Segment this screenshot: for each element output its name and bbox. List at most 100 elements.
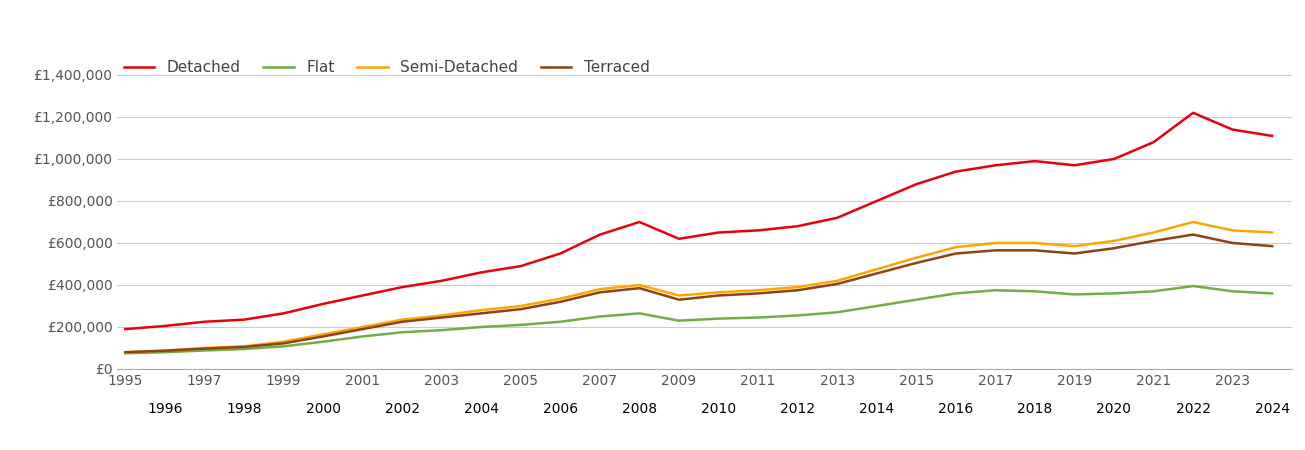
Terraced [1265,243,1280,249]
Flat [1146,288,1161,294]
Detached [552,251,568,256]
Flat [1107,291,1122,296]
Semi-Detached [1107,238,1122,243]
Detached [433,278,449,284]
Flat [947,291,963,296]
Semi-Detached [1027,240,1043,246]
Flat [1225,288,1241,294]
Semi-Detached [275,339,291,344]
Semi-Detached [433,313,449,318]
Semi-Detached [1146,230,1161,235]
Terraced [711,293,727,298]
Terraced [355,326,371,332]
Flat [830,310,846,315]
Semi-Detached [474,307,489,313]
Semi-Detached [671,293,686,298]
Detached [1265,133,1280,139]
Detached [790,224,805,229]
Flat [1066,292,1082,297]
Terraced [275,341,291,346]
Semi-Detached [1225,228,1241,233]
Semi-Detached [236,344,252,349]
Terraced [117,350,133,355]
Terraced [1107,246,1122,251]
Terraced [197,346,213,351]
Detached [394,284,410,290]
Flat [197,348,213,353]
Detached [988,162,1004,168]
Detached [355,293,371,298]
Terraced [869,271,885,276]
Semi-Detached [197,345,213,351]
Flat [711,316,727,321]
Detached [1146,140,1161,145]
Detached [908,181,924,187]
Detached [711,230,727,235]
Terraced [433,315,449,320]
Semi-Detached [316,332,331,337]
Flat [671,318,686,324]
Semi-Detached [711,290,727,295]
Line: Detached: Detached [125,113,1272,329]
Semi-Detached [632,282,647,288]
Flat [513,322,529,328]
Detached [157,323,172,328]
Semi-Detached [988,240,1004,246]
Terraced [513,306,529,312]
Flat [275,344,291,349]
Terraced [474,310,489,316]
Flat [355,334,371,339]
Terraced [830,281,846,287]
Terraced [908,260,924,265]
Flat [1027,288,1043,294]
Terraced [157,348,172,353]
Detached [830,215,846,220]
Terraced [1066,251,1082,256]
Semi-Detached [869,266,885,272]
Semi-Detached [117,350,133,355]
Semi-Detached [947,244,963,250]
Semi-Detached [1185,219,1201,225]
Line: Terraced: Terraced [125,234,1272,352]
Semi-Detached [790,284,805,290]
Semi-Detached [1066,243,1082,249]
Detached [316,301,331,306]
Detached [592,232,608,237]
Flat [433,328,449,333]
Detached [236,317,252,322]
Detached [1225,127,1241,132]
Flat [552,319,568,324]
Terraced [394,319,410,324]
Semi-Detached [552,296,568,302]
Semi-Detached [394,317,410,322]
Flat [1265,291,1280,296]
Flat [157,350,172,355]
Detached [671,236,686,242]
Detached [632,219,647,225]
Legend: Detached, Flat, Semi-Detached, Terraced: Detached, Flat, Semi-Detached, Terraced [117,54,655,81]
Flat [1185,284,1201,289]
Semi-Detached [830,278,846,284]
Terraced [1185,232,1201,237]
Flat [394,329,410,335]
Terraced [236,344,252,350]
Flat [474,324,489,330]
Terraced [592,290,608,295]
Detached [869,198,885,204]
Detached [1107,156,1122,162]
Semi-Detached [750,288,766,293]
Flat [869,303,885,309]
Semi-Detached [157,348,172,353]
Detached [117,326,133,332]
Terraced [750,291,766,296]
Detached [750,228,766,233]
Semi-Detached [513,303,529,309]
Semi-Detached [908,255,924,261]
Flat [790,313,805,318]
Detached [197,319,213,324]
Terraced [1146,238,1161,243]
Detached [275,310,291,316]
Detached [947,169,963,174]
Line: Flat: Flat [125,286,1272,353]
Flat [117,351,133,356]
